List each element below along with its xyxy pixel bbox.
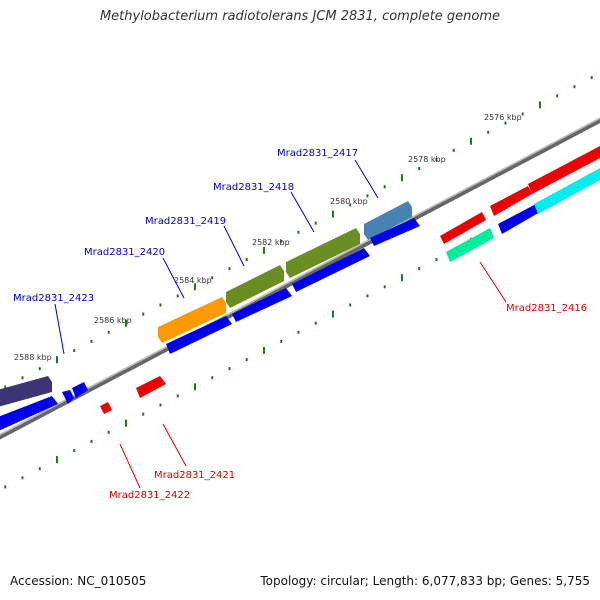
- gene-2416-box[interactable]: [446, 228, 494, 262]
- forward-lower-track: [0, 204, 540, 432]
- topology-summary: Topology: circular; Length: 6,077,833 bp…: [260, 574, 590, 588]
- accession-text: Accession: NC_010505: [10, 574, 147, 588]
- gene-2419-lower[interactable]: [232, 288, 292, 322]
- gene-label-2420[interactable]: Mrad2831_2420: [84, 247, 165, 258]
- gene-rev-c[interactable]: [528, 146, 600, 194]
- genome-backbone-highlight: [0, 117, 600, 436]
- leader-2423: [54, 303, 65, 355]
- leader-2421: [162, 423, 187, 467]
- leader-2417: [354, 159, 379, 199]
- gene-rev-b[interactable]: [490, 186, 532, 216]
- gene-label-2417[interactable]: Mrad2831_2417: [277, 148, 358, 159]
- gene-2417-upper[interactable]: [364, 201, 412, 240]
- map-title: Methylobacterium radiotolerans JCM 2831,…: [99, 9, 501, 24]
- kbp-label-2588: 2588 kbp: [14, 353, 52, 362]
- gene-labels: Mrad2831_2417 Mrad2831_2418 Mrad2831_241…: [13, 148, 587, 501]
- leader-2418: [290, 191, 315, 233]
- leader-2416: [479, 261, 507, 303]
- gene-2420-lower[interactable]: [166, 316, 232, 354]
- kbp-labels: 2576 kbp 2578 kbp 2580 kbp 2582 kbp 2584…: [14, 113, 522, 362]
- kbp-label-2582: 2582 kbp: [252, 238, 290, 247]
- gene-fwd-small-b[interactable]: [72, 382, 88, 398]
- kbp-label-2576: 2576 kbp: [484, 113, 522, 122]
- outer-tick-row: [4, 76, 593, 389]
- gene-label-2422[interactable]: Mrad2831_2422: [109, 490, 190, 501]
- leader-2422: [119, 443, 141, 489]
- gene-rev-a[interactable]: [440, 212, 486, 244]
- leader-lines: [54, 159, 507, 489]
- reverse-track: [100, 146, 600, 414]
- leader-2419: [223, 225, 245, 267]
- kbp-label-2584: 2584 kbp: [174, 276, 212, 285]
- gene-label-2416[interactable]: Mrad2831_2416: [506, 303, 587, 314]
- gene-2418-lower[interactable]: [292, 248, 370, 292]
- gene-2423-lower[interactable]: [0, 396, 58, 432]
- kbp-label-2580: 2580 kbp: [330, 197, 368, 206]
- gene-2422-box[interactable]: [100, 402, 112, 414]
- kbp-label-2578: 2578 kbp: [408, 155, 446, 164]
- gene-label-2421[interactable]: Mrad2831_2421: [154, 470, 235, 481]
- forward-upper-track: [0, 201, 412, 408]
- gene-label-2423[interactable]: Mrad2831_2423: [13, 293, 94, 304]
- gene-fwd-right[interactable]: [498, 204, 540, 234]
- gene-2423-upper[interactable]: [0, 376, 52, 408]
- leader-2420: [162, 257, 185, 299]
- gene-label-2418[interactable]: Mrad2831_2418: [213, 182, 294, 193]
- gene-rev-cyan[interactable]: [534, 168, 600, 214]
- gene-2418-upper[interactable]: [286, 228, 360, 278]
- gene-2417-lower[interactable]: [370, 218, 420, 246]
- gene-fwd-small-a[interactable]: [62, 390, 74, 404]
- gene-2420-upper[interactable]: [158, 297, 226, 343]
- gene-2419-upper[interactable]: [226, 265, 284, 308]
- genome-backbone: [0, 117, 600, 440]
- kbp-label-2586: 2586 kbp: [94, 316, 132, 325]
- gene-label-2419[interactable]: Mrad2831_2419: [145, 216, 226, 227]
- gene-2421-box[interactable]: [136, 376, 166, 398]
